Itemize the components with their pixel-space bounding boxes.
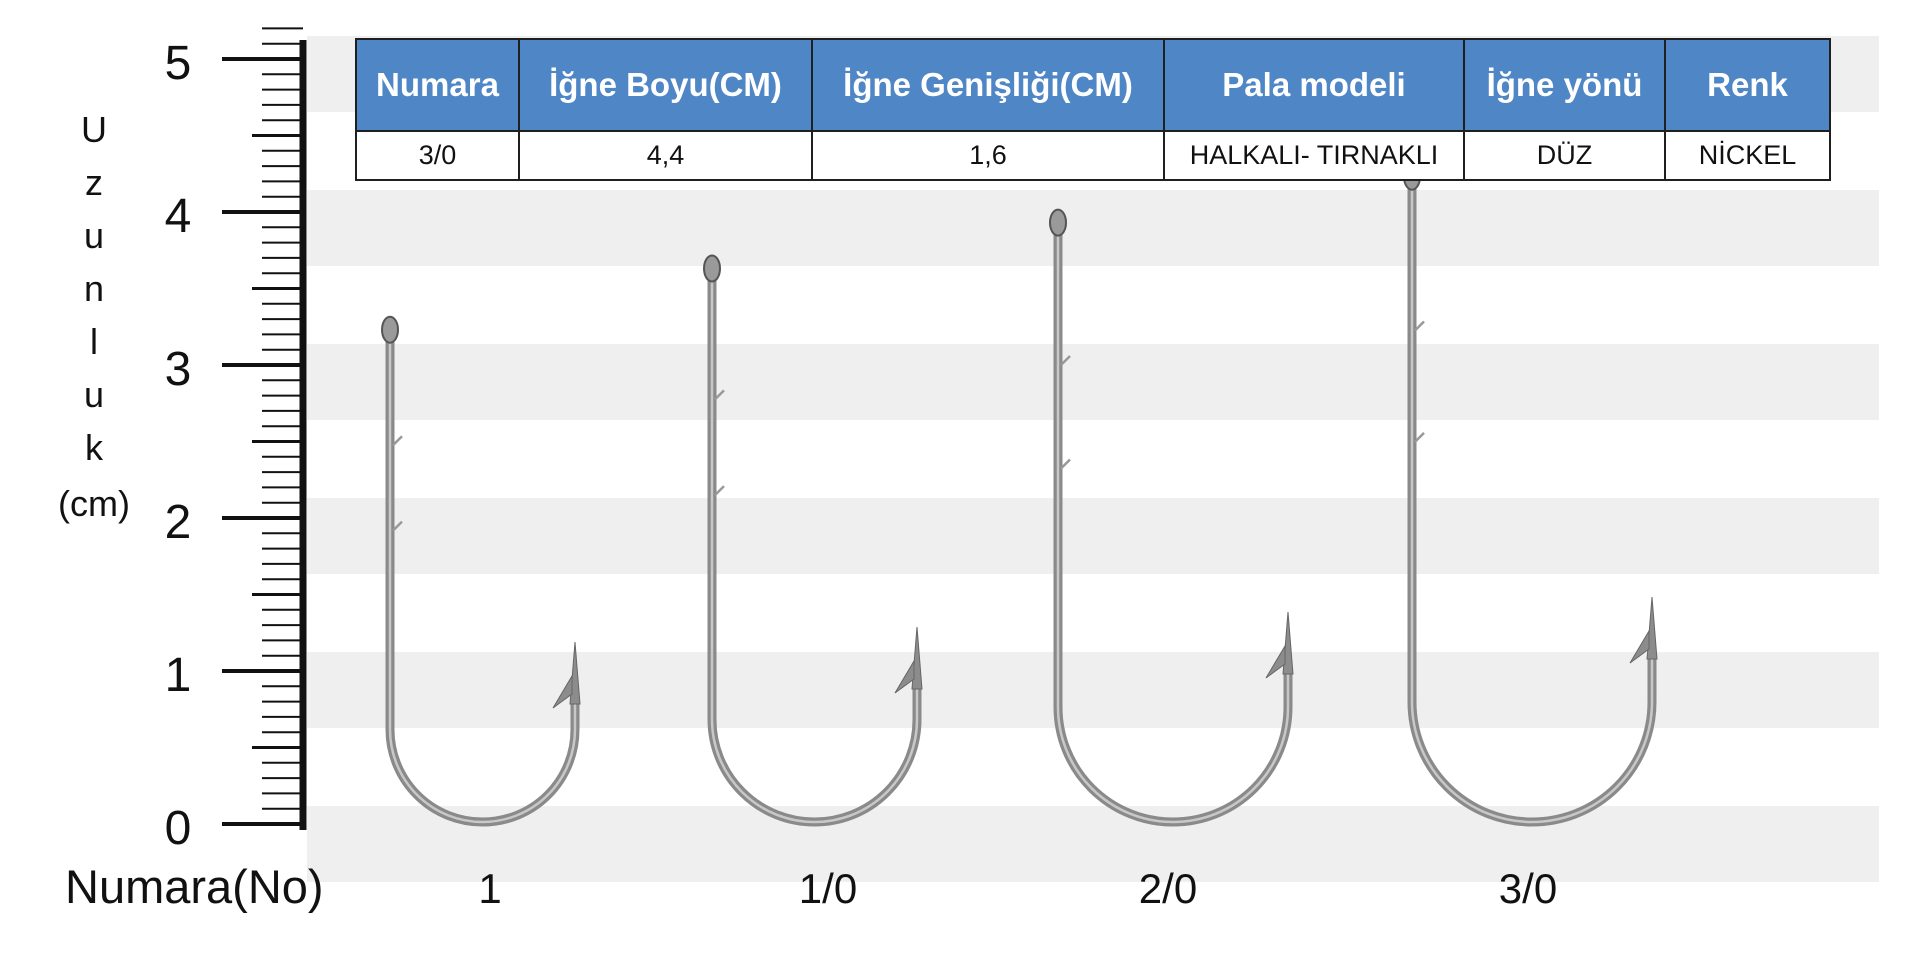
hook-eye: [1049, 208, 1067, 237]
hook-barb: [552, 674, 573, 709]
header-igne-boyu: İğne Boyu(CM): [518, 38, 813, 132]
ruler: [222, 27, 307, 830]
hook-highlight: [1056, 228, 1290, 824]
spec-table: Numara İğne Boyu(CM) İğne Genişliği(CM) …: [355, 38, 1831, 181]
background-stripe: [307, 498, 1879, 574]
cell-igne-yonu: DÜZ: [1463, 130, 1666, 181]
hook-highlight: [710, 274, 919, 824]
ruler-label: 3: [165, 343, 192, 396]
cell-pala-modeli: HALKALI- TIRNAKLI: [1163, 130, 1465, 181]
y-axis-letter: l: [90, 321, 98, 362]
y-axis-unit: (cm): [58, 483, 130, 524]
header-igne-genisligi: İğne Genişliği(CM): [811, 38, 1165, 132]
shank-bait-barb: [1060, 355, 1071, 366]
y-axis-letter: k: [85, 427, 104, 468]
ruler-label: 4: [165, 190, 192, 243]
shank-bait-barb: [392, 435, 403, 447]
hook-highlight: [388, 335, 577, 824]
background-stripe: [307, 652, 1879, 728]
cell-renk: NİCKEL: [1664, 130, 1831, 181]
hook-size-label: 1: [478, 865, 501, 912]
header-pala-modeli: Pala modeli: [1163, 38, 1465, 132]
shank-bait-barb: [1414, 432, 1425, 443]
spec-table-row: 3/0 4,4 1,6 HALKALI- TIRNAKLI DÜZ NİCKEL: [355, 130, 1831, 181]
background-stripe: [307, 190, 1879, 266]
shank-bait-barb: [714, 389, 725, 401]
y-axis-letter: U: [81, 109, 107, 150]
background-stripe: [307, 344, 1879, 420]
y-axis-letter: z: [85, 162, 103, 203]
header-renk: Renk: [1664, 38, 1831, 132]
hook-barb: [1629, 629, 1650, 664]
background-stripe: [307, 806, 1879, 882]
hook-size-label: 2/0: [1139, 865, 1197, 912]
ruler-label: 1: [165, 649, 192, 702]
shank-bait-barb: [714, 485, 725, 497]
hook-size-label: 3/0: [1499, 865, 1557, 912]
y-axis-letter: u: [84, 215, 104, 256]
ruler-label: 0: [165, 802, 192, 855]
shank-bait-barb: [1414, 320, 1425, 332]
hook-barb: [894, 659, 915, 694]
shank-bait-barb: [1060, 458, 1071, 470]
ruler-label: 2: [165, 496, 192, 549]
hook-eye: [703, 254, 721, 283]
ruler-labels: 0 1 2 3 4 5: [165, 37, 192, 855]
cell-igne-boyu: 4,4: [518, 130, 813, 181]
hook-size-label: 1/0: [799, 865, 857, 912]
y-axis-letter: u: [84, 374, 104, 415]
x-axis-label: Numara(No): [65, 860, 324, 913]
cell-igne-genisligi: 1,6: [811, 130, 1165, 181]
cell-numara: 3/0: [355, 130, 520, 181]
header-numara: Numara: [355, 38, 520, 132]
y-axis-letter: n: [84, 268, 104, 309]
hook-size-labels: 1 1/0 2/0 3/0: [478, 865, 1557, 912]
hook-barb: [1265, 644, 1286, 679]
hooks: [381, 162, 1658, 827]
header-igne-yonu: İğne yönü: [1463, 38, 1666, 132]
hook-highlight: [1410, 182, 1654, 824]
spec-table-header-row: Numara İğne Boyu(CM) İğne Genişliği(CM) …: [355, 38, 1831, 132]
hook-eye: [381, 315, 399, 344]
shank-bait-barb: [392, 520, 403, 532]
ruler-label: 5: [165, 37, 192, 90]
